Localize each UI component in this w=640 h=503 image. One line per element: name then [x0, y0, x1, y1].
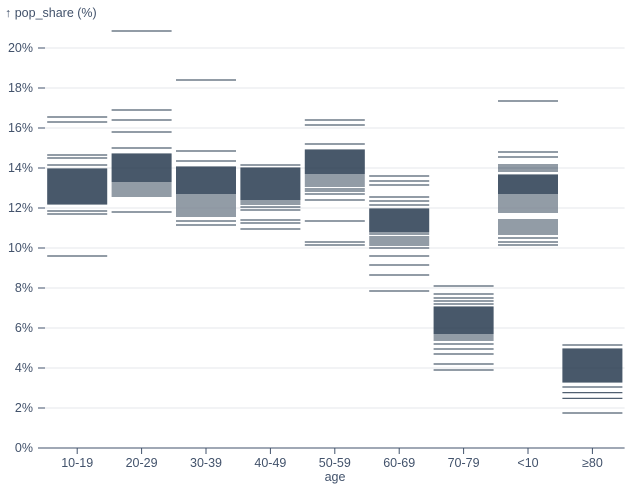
y-tick-label: 18% [8, 81, 33, 95]
y-tick-label: 16% [8, 121, 33, 135]
y-tick-label: 6% [15, 321, 33, 335]
x-tick-label: ≥80 [582, 456, 603, 470]
y-tick-label: 4% [15, 361, 33, 375]
y-tick-label: 20% [8, 41, 33, 55]
x-tick-label: 50-59 [319, 456, 351, 470]
x-tick-label: 10-19 [61, 456, 93, 470]
x-tick-label: 40-49 [254, 456, 286, 470]
x-tick-label: 70-79 [448, 456, 480, 470]
x-tick-label: <10 [517, 456, 538, 470]
y-tick-label: 10% [8, 241, 33, 255]
x-tick-label: 60-69 [383, 456, 415, 470]
y-tick-label: 8% [15, 281, 33, 295]
y-tick-label: 12% [8, 201, 33, 215]
y-axis-title: ↑ pop_share (%) [5, 6, 97, 20]
y-tick-label: 0% [15, 441, 33, 455]
y-tick-label: 2% [15, 401, 33, 415]
x-tick-label: 20-29 [126, 456, 158, 470]
y-tick-label: 14% [8, 161, 33, 175]
x-axis-title: age [324, 470, 346, 484]
x-tick-label: 30-39 [190, 456, 222, 470]
